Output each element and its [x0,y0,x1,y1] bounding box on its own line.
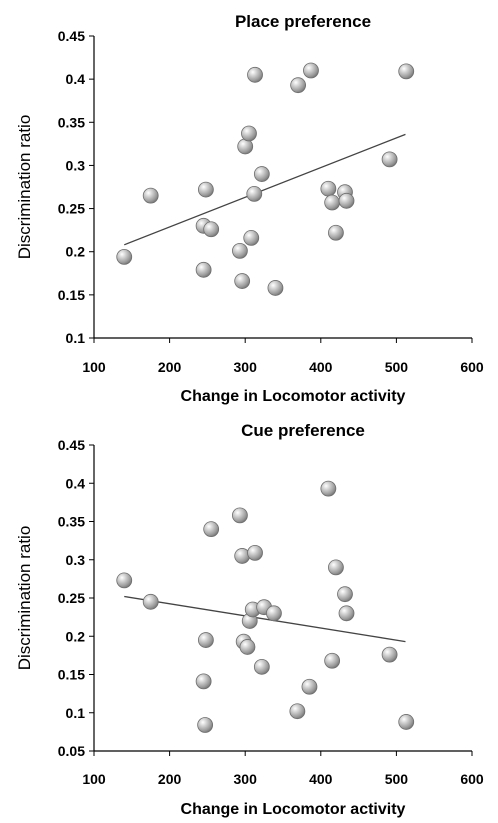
place-data-point [195,261,212,278]
cue-data-point [197,717,214,733]
cue-data-point [337,586,353,603]
place-data-point [246,186,263,202]
cue-y-tick-label: 0.35 [58,514,85,530]
place-y-tick-label: 0.3 [66,157,86,173]
cue-y-tick-label: 0.3 [66,552,86,568]
cue-x-tick-label: 200 [158,771,182,787]
cue-x-axis-label: Change in Locomotor activity [181,801,406,818]
place-preference-chart: Place preference 0.1 0.15 0.2 0.25 0.3 0.35 0.4… [15,12,484,405]
place-data-point [303,62,319,79]
cue-y-tick-label: 0.1 [66,705,86,721]
cue-trendline [124,595,406,643]
cue-data-point [197,632,214,648]
cue-y-tick-label: 0.15 [58,667,85,683]
cue-data-point [234,548,251,564]
place-data-point [203,221,220,238]
place-y-tick-label: 0.15 [58,287,85,303]
cue-y-tick-label: 0.45 [58,437,85,453]
place-data-point [381,151,398,168]
place-x-tick-label: 100 [82,359,106,375]
place-data-point [232,242,248,259]
cue-data-point [253,658,270,675]
cue-y-axis-label: Discrimination ratio [15,526,34,671]
cue-x-tick-label: 600 [460,771,484,787]
cue-data-point [266,605,282,622]
cue-x-tick-label: 100 [82,771,106,787]
place-y-tick-label: 0.1 [66,330,86,346]
cue-y-tick-label: 0.2 [66,628,86,644]
cue-data-point [142,593,159,610]
place-data-point [328,224,344,241]
place-x-tick-label: 500 [385,359,409,375]
place-y-tick-label: 0.2 [66,244,86,260]
place-y-tick-label: 0.4 [66,71,86,87]
cue-data-point [195,673,212,690]
cue-data-point [328,559,344,576]
cue-data-point [247,544,263,561]
cue-x-tick-label: 500 [385,771,409,787]
place-data-point [247,66,263,83]
place-data-point [398,63,415,80]
place-data-point [253,166,270,182]
place-x-axis-label: Change in Locomotor activity [181,388,406,405]
place-x-tick-label: 300 [234,359,258,375]
cue-data-point [289,703,306,720]
place-data-point [320,180,337,197]
place-x-tick-label: 400 [309,359,333,375]
place-data-point [234,273,251,289]
cue-data-point [232,507,248,524]
place-x-tick-label: 200 [158,359,182,375]
place-data-point [142,187,159,204]
cue-data-point [116,572,133,589]
place-y-tick-label: 0.35 [58,114,85,130]
place-data-point [338,192,355,209]
place-data-point [290,77,307,94]
place-data-point [243,230,260,246]
place-data-point [267,280,284,296]
place-y-tick-label: 0.25 [58,201,85,217]
cue-data-point [320,480,337,497]
cue-data-point [324,652,341,669]
cue-x-tick-label: 400 [309,771,333,787]
place-data-point [324,194,341,211]
cue-data-point [338,605,355,622]
place-chart-title: Place preference [235,12,371,31]
place-y-axis-label: Discrimination ratio [15,115,34,260]
place-y-tick-label: 0.45 [58,28,85,44]
cue-y-tick-label: 0.05 [58,743,85,759]
cue-data-point [203,521,220,538]
cue-data-point [239,639,256,655]
cue-chart-title: Cue preference [241,421,365,440]
cue-data-point [398,714,415,730]
cue-y-tick-label: 0.25 [58,590,85,606]
cue-preference-chart: Cue preference 0.05 0.1 0.15 0.2 0.25 0.3 0.35 0… [15,421,484,818]
cue-data-point [381,646,398,663]
cue-x-tick-label: 300 [234,771,258,787]
place-data-point [116,248,133,265]
place-trendline [124,133,406,246]
cue-data-point [301,678,318,695]
cue-y-tick-label: 0.4 [66,475,86,491]
place-data-point [241,125,257,142]
place-x-tick-label: 600 [460,359,484,375]
place-data-point [197,181,214,198]
